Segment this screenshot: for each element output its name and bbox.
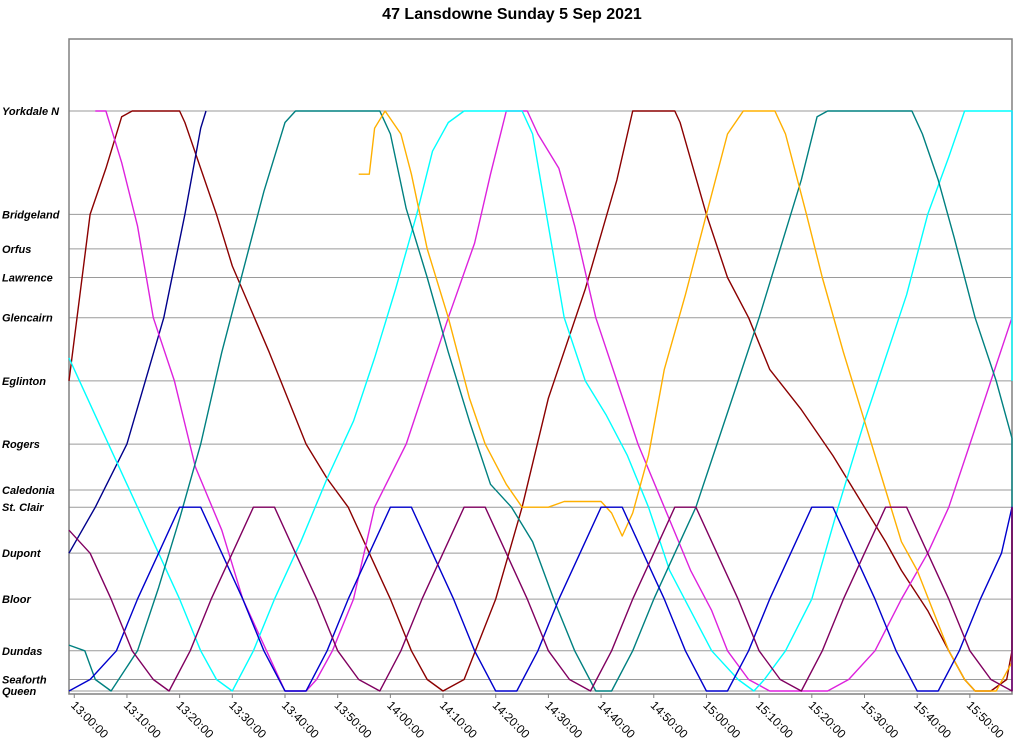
stop-label: Rogers: [2, 439, 40, 451]
stop-label: St. Clair: [2, 502, 44, 514]
stop-label: Orfus: [2, 244, 31, 256]
time-tick-label: 15:10:00: [753, 698, 796, 741]
time-tick-label: 15:40:00: [911, 698, 954, 741]
time-tick-label: 14:50:00: [648, 698, 691, 741]
stop-label: Yorkdale N: [2, 106, 60, 118]
stop-label: Dupont: [2, 548, 42, 560]
bus-trace-line-7: [68, 506, 1013, 692]
time-tick-label: 13:30:00: [226, 698, 269, 741]
stop-label: Bloor: [2, 594, 31, 606]
time-tick-label: 15:30:00: [858, 698, 901, 741]
time-tick-label: 13:40:00: [279, 698, 322, 741]
stop-label: Lawrence: [2, 273, 53, 285]
time-tick-label: 14:00:00: [384, 698, 427, 741]
time-tick-label: 15:20:00: [806, 698, 849, 741]
time-tick-label: 15:50:00: [964, 698, 1007, 741]
time-tick-labels: 13:00:00 13:10:00 13:20:00 13:30:00 13:40:00…: [68, 694, 1007, 741]
stop-label: Dundas: [2, 646, 42, 658]
chart-title: 47 Lansdowne Sunday 5 Sep 2021: [382, 6, 642, 23]
stop-label: Eglinton: [2, 376, 46, 388]
stop-labels: Yorkdale N Bridgeland Orfus Lawrence Glencai…: [2, 106, 60, 698]
bus-trace-line-2: [68, 110, 207, 554]
stop-label: Queen: [2, 686, 37, 698]
bus-trace-line-4: [68, 110, 1013, 692]
time-tick-label: 15:00:00: [700, 698, 743, 741]
time-tick-label: 13:00:00: [68, 698, 111, 741]
bus-trace-line-5: [68, 110, 1013, 692]
series-lines: [68, 110, 1013, 692]
stop-label: Bridgeland: [2, 209, 60, 221]
bus-trace-line-3: [95, 110, 1013, 692]
time-tick-label: 13:10:00: [121, 698, 164, 741]
stop-label: Glencairn: [2, 313, 53, 325]
bus-trace-line-6: [358, 110, 1013, 692]
time-tick-label: 14:10:00: [437, 698, 480, 741]
time-tick-label: 13:20:00: [174, 698, 217, 741]
stop-label: Caledonia: [2, 485, 55, 497]
time-tick-label: 14:30:00: [542, 698, 585, 741]
stop-label: Seaforth: [2, 675, 47, 687]
time-tick-label: 13:50:00: [332, 698, 375, 741]
time-tick-label: 14:20:00: [490, 698, 533, 741]
time-tick-label: 14:40:00: [595, 698, 638, 741]
bus-trace-line-8: [68, 506, 1013, 692]
